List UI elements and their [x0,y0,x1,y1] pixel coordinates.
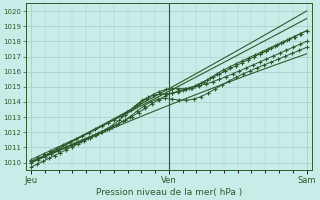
X-axis label: Pression niveau de la mer( hPa ): Pression niveau de la mer( hPa ) [96,188,242,197]
